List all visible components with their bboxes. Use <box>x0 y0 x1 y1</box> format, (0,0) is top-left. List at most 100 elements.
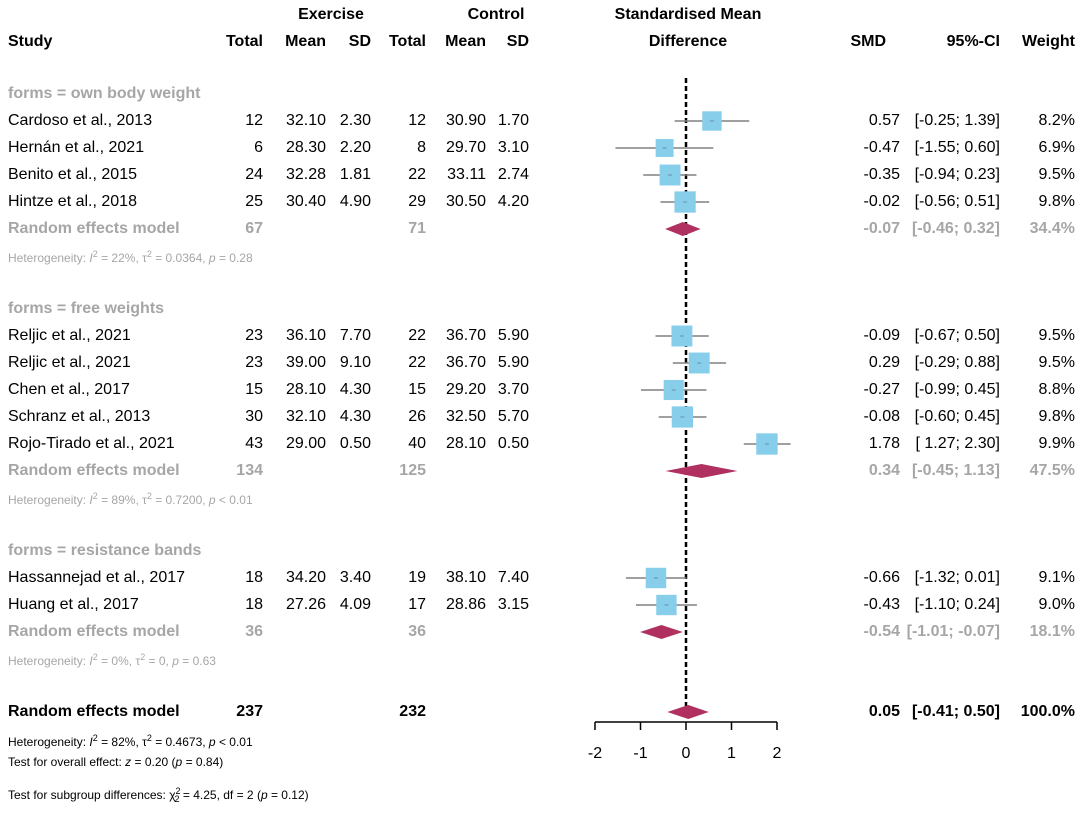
header-control-total: Total <box>388 33 426 50</box>
subgroup-diamond <box>665 222 701 236</box>
ci-value: [-0.56; 0.51] <box>914 193 1000 210</box>
weight-value: 9.8% <box>1038 408 1075 425</box>
control-sd: 0.50 <box>497 435 529 452</box>
control-sd: 3.10 <box>497 139 529 156</box>
exercise-total: 23 <box>245 354 263 371</box>
header-weight: Weight <box>1021 33 1075 50</box>
control-total: 29 <box>408 193 426 210</box>
subgroup-label: forms = own body weight <box>8 85 201 102</box>
study-name: Hintze et al., 2018 <box>8 193 137 210</box>
exercise-sd: 4.30 <box>339 408 371 425</box>
exercise-sd: 0.50 <box>339 435 371 452</box>
model-smd: -0.54 <box>863 623 900 640</box>
model-control-total: 71 <box>408 220 426 237</box>
study-name: Reljic et al., 2021 <box>8 354 131 371</box>
weight-value: 9.5% <box>1038 354 1075 371</box>
model-weight: 18.1% <box>1029 623 1075 640</box>
control-mean: 28.10 <box>445 435 486 452</box>
overall-diamond <box>667 705 709 719</box>
control-total: 12 <box>408 112 426 129</box>
weight-value: 8.2% <box>1038 112 1075 129</box>
control-total: 22 <box>408 354 426 371</box>
subgroup-diamond <box>640 625 683 639</box>
weight-value: 9.0% <box>1038 596 1075 613</box>
header-study: Study <box>8 33 53 50</box>
exercise-mean: 32.10 <box>285 408 326 425</box>
ci-value: [-0.29; 0.88] <box>914 354 1000 371</box>
exercise-sd: 4.90 <box>339 193 371 210</box>
study-name: Cardoso et al., 2013 <box>8 112 153 129</box>
model-control-total: 36 <box>408 623 426 640</box>
header-smd-title-2: Difference <box>648 33 728 50</box>
model-ci: [-0.45; 1.13] <box>911 462 1000 479</box>
model-ci: [-1.01; -0.07] <box>906 623 1000 640</box>
overall-smd: 0.05 <box>868 703 900 720</box>
model-label: Random effects model <box>8 623 180 640</box>
weight-value: 9.8% <box>1038 193 1075 210</box>
overall-ci: [-0.41; 0.50] <box>911 703 1000 720</box>
smd-value: -0.08 <box>863 408 900 425</box>
control-sd: 5.90 <box>497 354 529 371</box>
control-total: 22 <box>408 166 426 183</box>
control-sd: 4.20 <box>497 193 529 210</box>
control-mean: 29.70 <box>445 139 486 156</box>
weight-value: 9.5% <box>1038 327 1075 344</box>
exercise-total: 12 <box>245 112 263 129</box>
weight-value: 6.9% <box>1038 139 1075 156</box>
smd-value: -0.02 <box>863 193 900 210</box>
smd-value: -0.35 <box>863 166 900 183</box>
header-exercise-mean: Mean <box>285 33 326 50</box>
overall-exercise-total: 237 <box>236 703 263 720</box>
control-sd: 5.90 <box>497 327 529 344</box>
control-total: 15 <box>408 381 426 398</box>
header-smd: SMD <box>850 33 886 50</box>
subgroup-label: forms = resistance bands <box>8 542 202 559</box>
overall-heterogeneity: Heterogeneity: I2 = 82%, τ2 = 0.4673, p … <box>8 733 253 749</box>
model-control-total: 125 <box>399 462 426 479</box>
x-tick-label: 0 <box>681 745 691 762</box>
exercise-sd: 1.81 <box>339 166 371 183</box>
control-sd: 5.70 <box>497 408 529 425</box>
ci-value: [-0.60; 0.45] <box>914 408 1000 425</box>
model-exercise-total: 67 <box>245 220 263 237</box>
header-control-mean: Mean <box>445 33 486 50</box>
exercise-mean: 32.10 <box>285 112 326 129</box>
exercise-mean: 28.30 <box>285 139 326 156</box>
header-exercise-sd: SD <box>348 33 371 50</box>
study-name: Schranz et al., 2013 <box>8 408 151 425</box>
header-exercise: Exercise <box>298 6 364 23</box>
model-label: Random effects model <box>8 462 180 479</box>
control-mean: 32.50 <box>445 408 486 425</box>
control-total: 8 <box>417 139 426 156</box>
exercise-total: 24 <box>245 166 263 183</box>
subgroup-heterogeneity: Heterogeneity: I2 = 89%, τ2 = 0.7200, p … <box>8 491 253 507</box>
control-mean: 29.20 <box>445 381 486 398</box>
exercise-sd: 7.70 <box>339 327 371 344</box>
exercise-total: 43 <box>245 435 263 452</box>
control-mean: 36.70 <box>445 354 486 371</box>
subgroup-heterogeneity: Heterogeneity: I2 = 22%, τ2 = 0.0364, p … <box>8 249 253 265</box>
control-total: 26 <box>408 408 426 425</box>
study-name: Huang et al., 2017 <box>8 596 139 613</box>
model-smd: -0.07 <box>863 220 900 237</box>
ci-value: [-1.10; 0.24] <box>914 596 1000 613</box>
x-tick-label: -2 <box>587 745 603 762</box>
control-sd: 7.40 <box>497 569 529 586</box>
control-mean: 28.86 <box>445 596 486 613</box>
exercise-total: 25 <box>245 193 263 210</box>
model-weight: 47.5% <box>1029 462 1075 479</box>
model-smd: 0.34 <box>868 462 900 479</box>
smd-value: -0.47 <box>863 139 900 156</box>
exercise-sd: 9.10 <box>339 354 371 371</box>
subgroup-difference-test: Test for subgroup differences: χ22 = 4.2… <box>8 786 309 805</box>
subgroup-diamond <box>665 464 738 478</box>
exercise-mean: 27.26 <box>285 596 326 613</box>
header-control-sd: SD <box>506 33 529 50</box>
ci-value: [-0.67; 0.50] <box>914 327 1000 344</box>
exercise-total: 18 <box>245 569 263 586</box>
control-sd: 2.74 <box>497 166 529 183</box>
overall-control-total: 232 <box>399 703 426 720</box>
smd-value: -0.27 <box>863 381 900 398</box>
exercise-total: 23 <box>245 327 263 344</box>
control-total: 17 <box>408 596 426 613</box>
